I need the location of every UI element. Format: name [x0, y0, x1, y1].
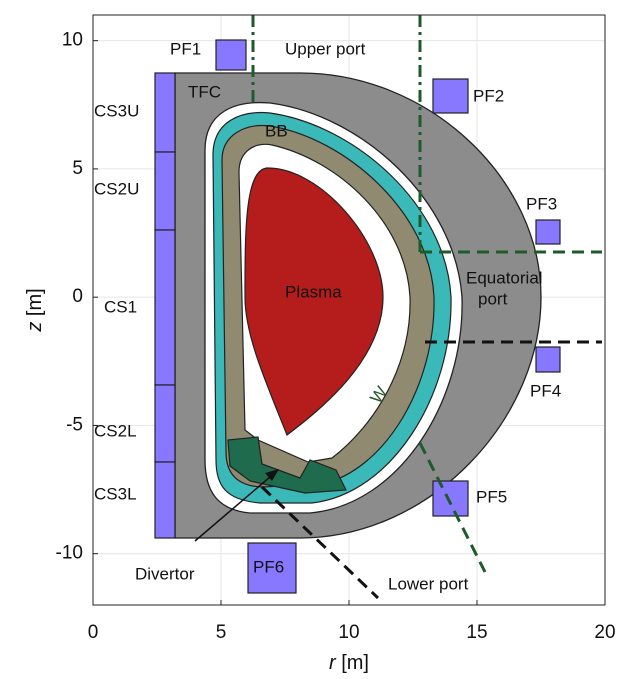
pf2-coil	[433, 79, 468, 113]
x-axis-unit: [m]	[341, 652, 369, 674]
label: CS1	[104, 297, 137, 316]
cs3u-coil	[155, 73, 175, 152]
pf4-coil	[536, 347, 560, 372]
label: Upper port	[285, 39, 366, 58]
label: PF5	[476, 487, 507, 506]
y-axis-symbol: z	[24, 322, 46, 333]
label: PF1	[170, 39, 201, 58]
label: Plasma	[285, 282, 342, 301]
x-tick-label: 0	[88, 622, 99, 643]
label: Equatorial	[466, 268, 543, 287]
label: PF2	[473, 86, 504, 105]
central-solenoid	[155, 73, 175, 538]
cs2l-coil	[155, 385, 175, 462]
x-axis-symbol: r	[329, 652, 337, 674]
y-axis-unit: [m]	[24, 288, 46, 316]
label: CS3U	[94, 101, 139, 120]
label: CS2U	[94, 179, 139, 198]
x-tick-label: 5	[216, 622, 227, 643]
x-tick-label: 20	[594, 622, 615, 643]
label: PF3	[526, 194, 557, 213]
x-tick-label: 10	[338, 622, 359, 643]
label: CS2L	[94, 421, 137, 440]
label: BB	[265, 121, 288, 140]
figure: PF1 Upper port PF2 TFC BB PF3 Equatorial…	[0, 0, 635, 679]
label: Divertor	[135, 564, 195, 583]
pf3-coil	[536, 220, 560, 244]
label: Lower port	[388, 574, 469, 593]
y-tick-label: 0	[72, 286, 83, 307]
cs1-coil	[155, 230, 175, 385]
label: PF6	[253, 557, 284, 576]
x-tick-label: 15	[466, 622, 487, 643]
x-axis-label: r [m]	[329, 652, 369, 674]
label: TFC	[188, 82, 221, 101]
cs3l-coil	[155, 462, 175, 538]
y-axis-label: z [m]	[24, 288, 46, 332]
cs2u-coil	[155, 152, 175, 230]
label: PF4	[530, 381, 561, 400]
label: CS3L	[94, 484, 137, 503]
y-tick-label: 10	[62, 30, 83, 51]
y-tick-label: -5	[66, 414, 83, 435]
y-tick-label: 5	[72, 158, 83, 179]
pf5-coil	[433, 481, 468, 516]
pf1-coil	[216, 40, 246, 70]
y-tick-label: -10	[56, 543, 83, 564]
label: port	[478, 289, 508, 308]
